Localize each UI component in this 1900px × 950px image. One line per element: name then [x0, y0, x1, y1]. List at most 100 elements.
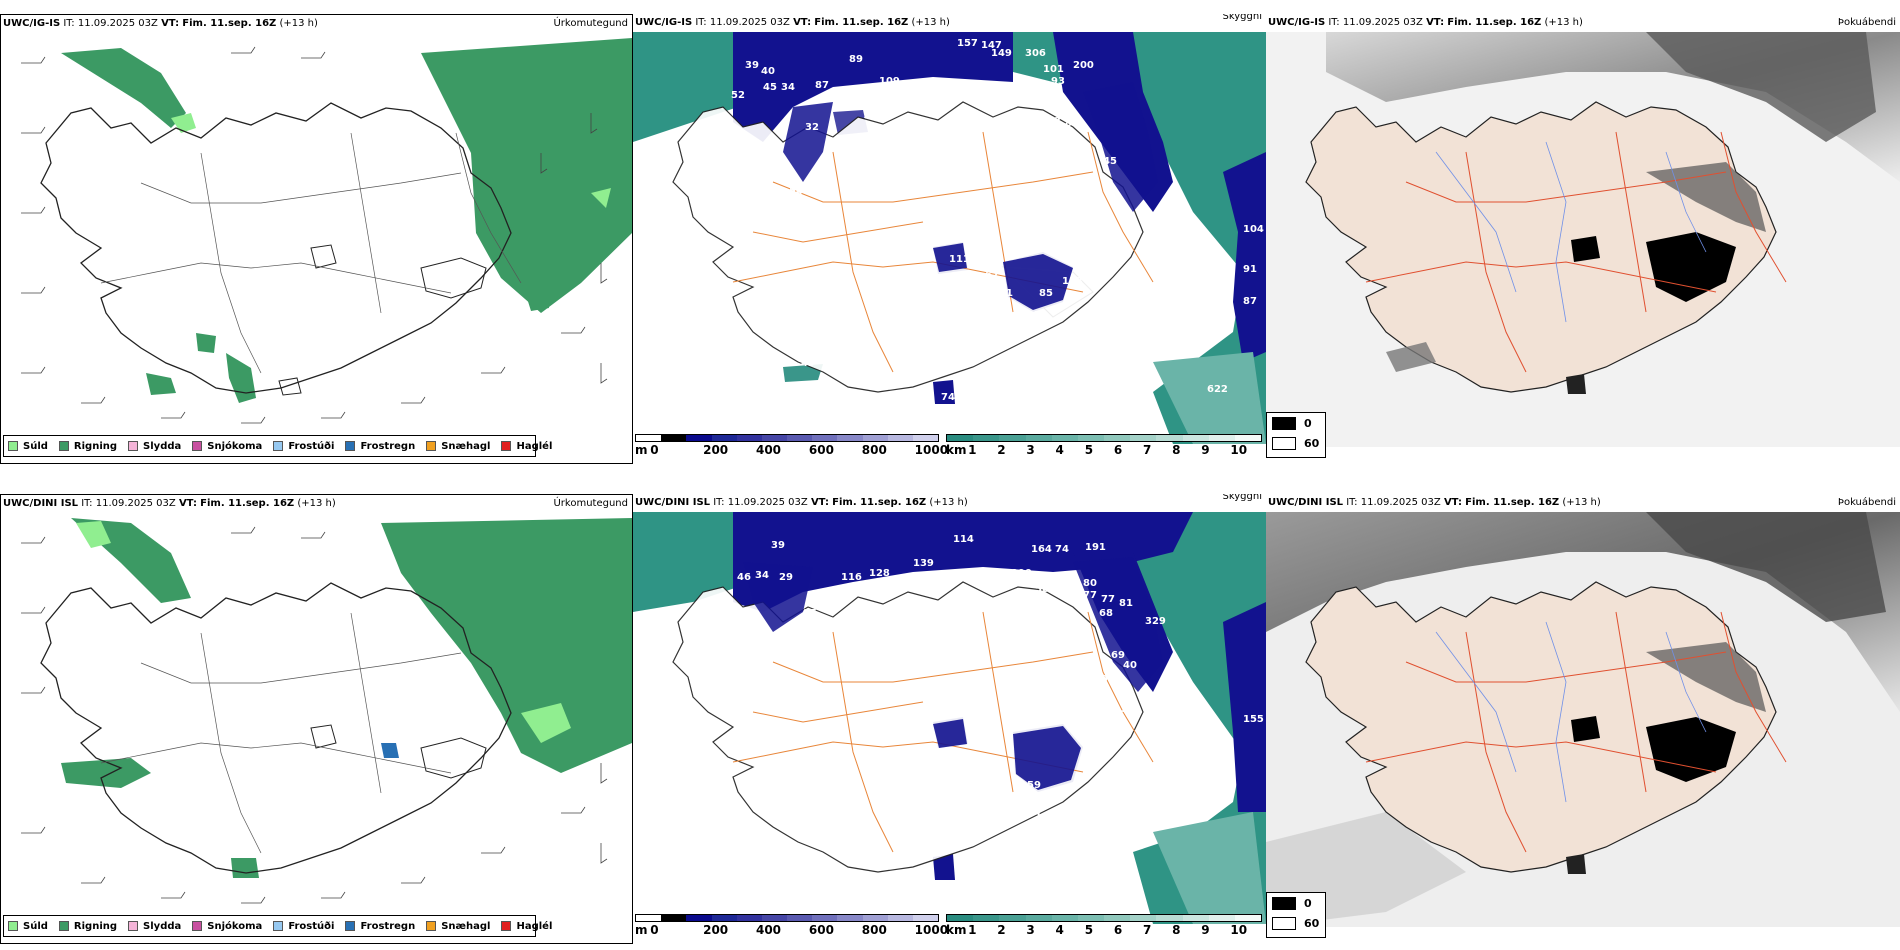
colorbar-segment [787, 915, 813, 921]
legend-swatch [8, 441, 18, 451]
colorbar-tick-label: 3 [1026, 443, 1035, 457]
colorbar-tick-label: 10 [1230, 443, 1248, 457]
colorbar-tick-label: 400 [755, 923, 782, 937]
visibility-value-label: 329 [1145, 616, 1166, 627]
visibility-value-label: 93 [1051, 76, 1065, 87]
legend-item: Haglél [501, 921, 552, 932]
visibility-value-label: 100 [1071, 626, 1092, 637]
legend-label: Snjókoma [207, 440, 263, 452]
panel-title: Skyggni [1222, 494, 1262, 502]
visibility-value-label: 72 [1058, 574, 1072, 585]
colorbar-tick-label: 7 [1142, 923, 1152, 937]
colorbar-segment [812, 915, 838, 921]
colorbar-segment [736, 435, 762, 441]
colorbar-segment [862, 435, 888, 441]
legend-swatch [192, 921, 203, 931]
visibility-value-label: 373 [1040, 162, 1061, 173]
visibility-km-colorbar: km 1 2 3 4 5 6 7 8 9 10 [946, 434, 1262, 457]
visibility-value-label: 101 [1043, 64, 1064, 75]
visibility-value-label: 190 [1011, 568, 1032, 579]
visibility-value-label: 87 [1243, 296, 1257, 307]
visibility-value-label: 77 [1083, 590, 1097, 601]
it-label: IT: [63, 18, 75, 29]
lead-time: (+13 h) [1562, 497, 1601, 508]
colorbar-segment [1077, 915, 1105, 921]
vt-value: Fim. 11.sep. 16Z [1465, 497, 1560, 508]
colorbar-segment [1234, 915, 1262, 921]
colorbar-segment [736, 915, 762, 921]
fog-legend-row: 0 [1267, 413, 1325, 433]
legend-label: Rigning [73, 920, 118, 932]
colorbar-segment [636, 915, 662, 921]
visibility-value-label: 78 [1105, 722, 1119, 733]
colorbar-tick-label: 5 [1084, 443, 1094, 457]
colorbar-tick-label: 600 [808, 923, 834, 937]
fog-legend-row: 60 [1267, 913, 1325, 933]
visibility-value-label: 35 [803, 608, 817, 619]
colorbar-tick-label: 9 [1201, 443, 1210, 457]
legend-swatch [426, 921, 437, 931]
fog-legend: 0 60 [1266, 412, 1326, 458]
colorbar-segment [812, 435, 838, 441]
visibility-value-label: 75 [1087, 710, 1101, 721]
colorbar-tick-label: 3 [1026, 923, 1035, 937]
visibility-value-label: 149 [991, 48, 1012, 59]
visibility-value-label: 91 [1101, 674, 1115, 685]
visibility-value-label: 89 [849, 54, 863, 65]
colorbar-segment [636, 435, 662, 441]
legend-item: Rigning [58, 441, 117, 452]
colorbar-segment [1051, 915, 1078, 921]
visibility-value-label: 85 [1027, 310, 1041, 321]
colorbar-segment [912, 435, 939, 441]
panel-header: UWC/IG-IS IT: 11.09.2025 03Z VT: Fim. 11… [1268, 16, 1896, 30]
visibility-value-label: 58 [1081, 196, 1095, 207]
it-value: 11.09.2025 03Z [77, 18, 158, 29]
visibility-value-label: 52 [731, 90, 745, 101]
colorbar-segment [887, 915, 913, 921]
colorbar-segment [1051, 435, 1078, 441]
visibility-value-label: 75 [951, 754, 965, 765]
vt-value: Fim. 11.sep. 16Z [182, 18, 277, 29]
colorbar-tick-label: 1 [968, 443, 977, 457]
legend-item: Súld [8, 921, 48, 932]
colorbar-tick-label: 200 [703, 443, 729, 457]
lead-time: (+13 h) [297, 498, 336, 509]
visibility-value-label: 39 [745, 60, 759, 71]
colorbar-segment [887, 435, 913, 441]
lead-time: (+13 h) [279, 18, 318, 29]
legend-swatch [273, 441, 284, 451]
colorbar-tick-label: 600 [808, 443, 834, 457]
fog-legend-row: 0 [1267, 893, 1325, 913]
visibility-value-label: 114 [953, 534, 974, 545]
visibility-value-label: 91 [1243, 264, 1257, 275]
colorbar-segment [787, 435, 813, 441]
visibility-value-label: 111 [949, 254, 970, 265]
colorbar-segment [761, 915, 788, 921]
visibility-value-label: 104 [1243, 224, 1264, 235]
visibility-value-label: 200 [1073, 60, 1094, 71]
vt-label: VT: [810, 497, 829, 508]
precip-legend: Súld Rigning Slydda Snjókoma Frostúði Fr… [3, 435, 552, 457]
visibility-value-label: 55 [985, 784, 999, 795]
visibility-value-label: 135 [863, 110, 884, 121]
legend-label: Frostúði [288, 920, 335, 932]
colorbar-segment [912, 915, 939, 921]
colorbar-tick-label: 5 [1084, 923, 1094, 937]
fog-map [1266, 32, 1900, 447]
colorbar-tick-label: 2 [997, 443, 1006, 457]
visibility-value-label: 147 [981, 40, 1002, 51]
vt-label: VT: [793, 17, 812, 28]
vt-label: VT: [1426, 17, 1445, 28]
legend-swatch [345, 441, 356, 451]
legend-swatch [58, 921, 69, 931]
colorbar-segment [1182, 915, 1209, 921]
visibility-value-label: 52 [783, 226, 797, 237]
visibility-value-label: 45 [763, 82, 777, 93]
colorbar-segment [1077, 435, 1105, 441]
visibility-value-label: 164 [1031, 544, 1052, 555]
legend-swatch [345, 921, 356, 931]
panel-header: UWC/DINI ISL IT: 11.09.2025 03Z VT: Fim.… [3, 497, 628, 511]
visibility-value-label: 59 [1027, 780, 1041, 791]
colorbar-unit: m [635, 443, 648, 457]
